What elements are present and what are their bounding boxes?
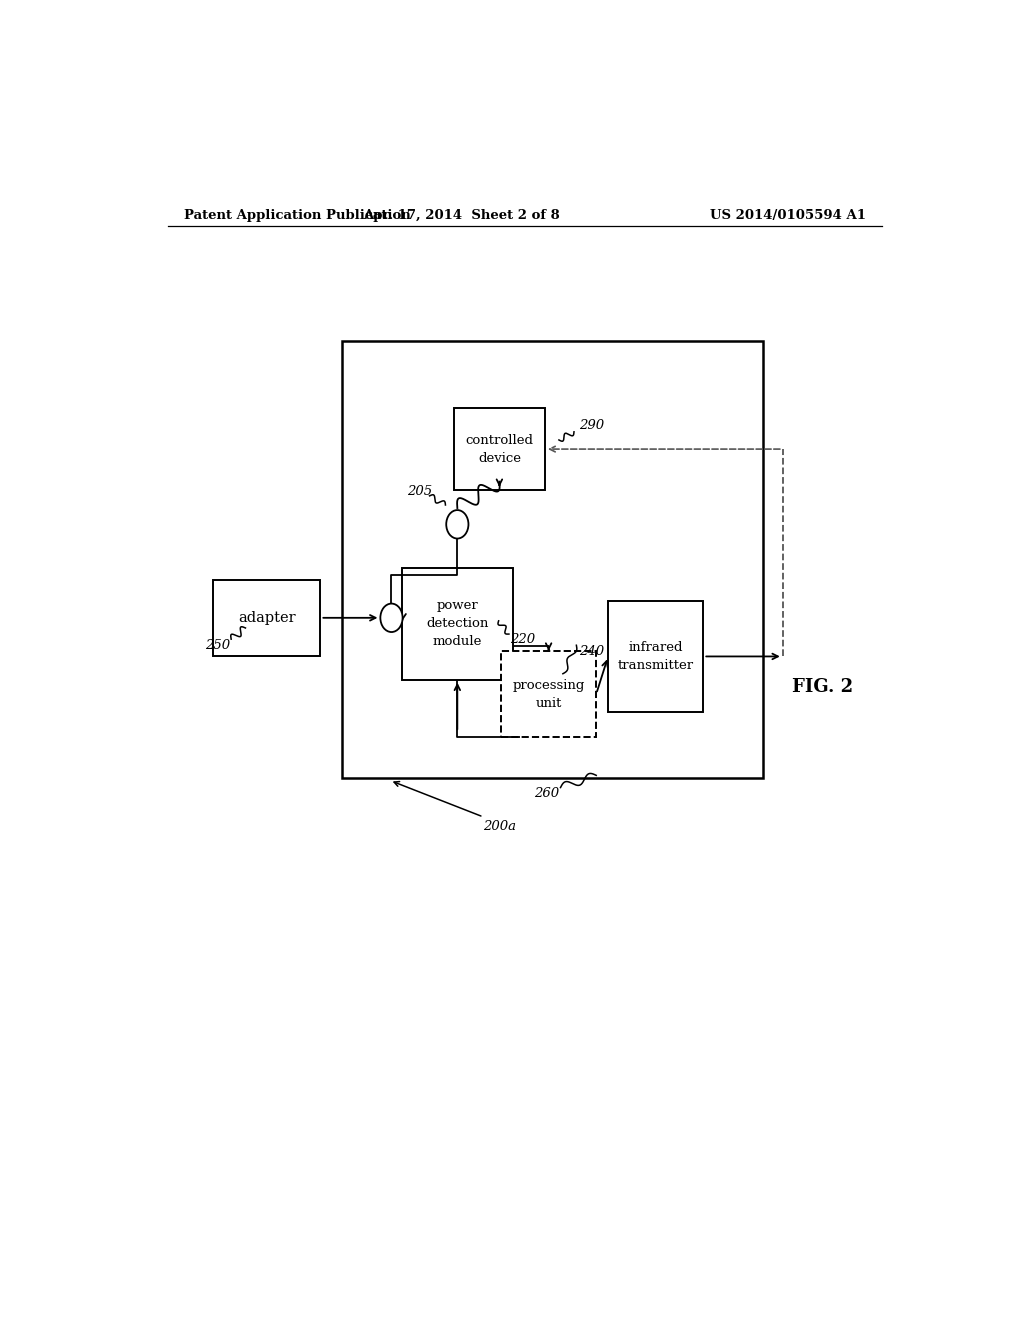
- Circle shape: [446, 510, 468, 539]
- Circle shape: [380, 603, 402, 632]
- Text: adapter: adapter: [238, 611, 296, 624]
- Text: 200a: 200a: [483, 820, 516, 833]
- FancyBboxPatch shape: [213, 579, 321, 656]
- FancyBboxPatch shape: [401, 568, 513, 680]
- Text: 220: 220: [511, 632, 536, 645]
- Text: processing
unit: processing unit: [512, 678, 585, 710]
- Text: Patent Application Publication: Patent Application Publication: [183, 209, 411, 222]
- Text: infrared
transmitter: infrared transmitter: [617, 642, 694, 672]
- Text: 240: 240: [579, 645, 604, 657]
- FancyBboxPatch shape: [342, 342, 763, 779]
- Text: 250: 250: [205, 639, 230, 652]
- Text: 260: 260: [535, 787, 559, 800]
- FancyBboxPatch shape: [608, 601, 703, 713]
- Text: 290: 290: [579, 420, 604, 432]
- FancyBboxPatch shape: [454, 408, 545, 490]
- Text: 205: 205: [408, 486, 432, 498]
- Text: Apr. 17, 2014  Sheet 2 of 8: Apr. 17, 2014 Sheet 2 of 8: [362, 209, 560, 222]
- FancyBboxPatch shape: [501, 651, 596, 738]
- Text: controlled
device: controlled device: [465, 433, 534, 465]
- Text: FIG. 2: FIG. 2: [792, 678, 853, 696]
- Text: US 2014/0105594 A1: US 2014/0105594 A1: [710, 209, 866, 222]
- Text: power
detection
module: power detection module: [426, 599, 488, 648]
